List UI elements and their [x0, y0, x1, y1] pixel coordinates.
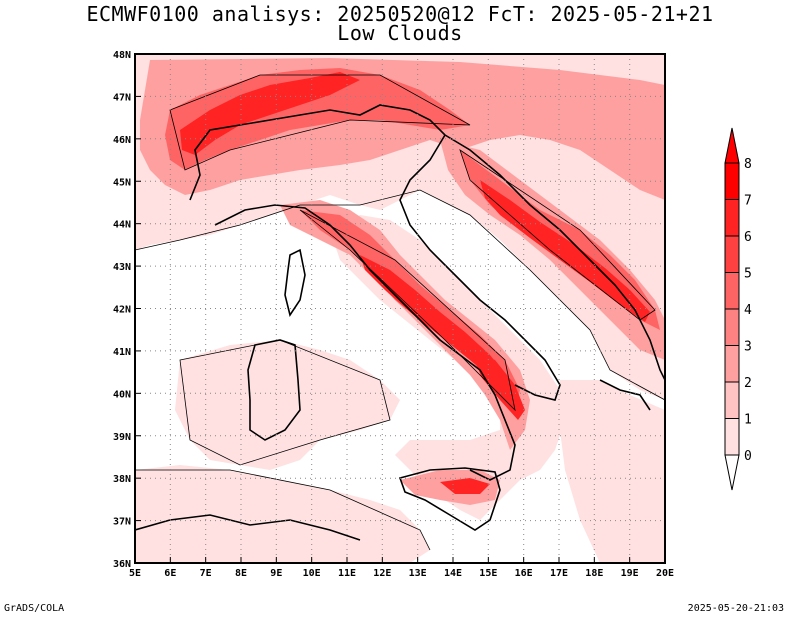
- colorbar: 0 1 2 3 4 5 6 7 8: [724, 127, 752, 491]
- latitude-axis: 36N 37N 38N 39N 40N 41N 42N 43N 44N 45N 46N 47N 48N: [113, 50, 141, 570]
- colorbar-segment: [724, 272, 740, 310]
- cloud-level-1-east: [560, 380, 665, 563]
- lon-tick-label: 19E: [621, 568, 639, 579]
- cloud-level-1-sea: [175, 340, 400, 470]
- colorbar-segment: [724, 345, 740, 383]
- colorbar-max-arrow: [724, 127, 740, 164]
- lat-tick-label: 48N: [113, 50, 131, 61]
- lon-tick-label: 14E: [444, 568, 462, 579]
- footer-timestamp: 2025-05-20-21:03: [687, 603, 784, 614]
- colorbar-segment: [724, 381, 740, 419]
- lon-tick-label: 7E: [200, 568, 212, 579]
- lon-tick-label: 10E: [303, 568, 321, 579]
- colorbar-tick-label: 4: [744, 303, 752, 318]
- contour-lines: [135, 74, 665, 551]
- lon-tick-label: 17E: [550, 568, 568, 579]
- colorbar-segment: [724, 199, 740, 237]
- colorbar-tick-label: 6: [744, 230, 752, 245]
- cloud-level-8-dinaric: [480, 180, 650, 322]
- colorbar-tick-label: 0: [744, 449, 752, 464]
- graticule: [135, 54, 665, 563]
- colorbar-segment: [724, 162, 740, 200]
- colorbar-tick-label: 1: [744, 413, 752, 428]
- lon-tick-label: 20E: [656, 568, 674, 579]
- colorbar-segment: [724, 308, 740, 346]
- coastlines: [135, 104, 665, 541]
- cloud-level-8-calabria: [470, 350, 525, 420]
- lon-tick-label: 12E: [373, 568, 391, 579]
- colorbar-min-arrow: [724, 454, 740, 491]
- lat-tick-label: 36N: [113, 559, 131, 570]
- lon-tick-label: 11E: [338, 568, 356, 579]
- colorbar-tick-label: 3: [744, 340, 752, 355]
- lat-tick-label: 40N: [113, 389, 131, 400]
- colorbar-segment: [724, 418, 740, 456]
- colorbar-tick-label: 5: [744, 267, 752, 282]
- lon-tick-label: 13E: [409, 568, 427, 579]
- lat-tick-label: 43N: [113, 262, 131, 273]
- cloud-level-2-apennines: [280, 200, 530, 450]
- lon-tick-label: 9E: [270, 568, 282, 579]
- lon-tick-label: 8E: [235, 568, 247, 579]
- colorbar-segment: [724, 235, 740, 273]
- lon-tick-label: 6E: [164, 568, 176, 579]
- lat-tick-label: 45N: [113, 177, 131, 188]
- lon-tick-label: 18E: [585, 568, 603, 579]
- lat-tick-label: 47N: [113, 92, 131, 103]
- colorbar-tick-label: 7: [744, 194, 752, 209]
- lon-tick-label: 16E: [515, 568, 533, 579]
- lon-tick-label: 5E: [129, 568, 141, 579]
- lat-tick-label: 39N: [113, 432, 131, 443]
- map-title: ECMWF0100 analisys: 20250520@12 FcT: 202…: [86, 2, 714, 26]
- lat-tick-label: 46N: [113, 135, 131, 146]
- cloud-field: [135, 54, 665, 563]
- lat-tick-label: 37N: [113, 517, 131, 528]
- lat-tick-label: 42N: [113, 305, 131, 316]
- colorbar-tick-label: 2: [744, 376, 752, 391]
- cloud-level-8-alps: [180, 72, 360, 155]
- cloud-level-8-apennines: [360, 255, 510, 392]
- lat-tick-label: 41N: [113, 347, 131, 358]
- map-subtitle: Low Clouds: [337, 21, 463, 45]
- lat-tick-label: 38N: [113, 474, 131, 485]
- lon-tick-label: 15E: [479, 568, 497, 579]
- footer-credit: GrADS/COLA: [4, 603, 65, 614]
- colorbar-tick-label: 8: [744, 157, 752, 172]
- lat-tick-label: 44N: [113, 220, 131, 231]
- longitude-axis: 5E 6E 7E 8E 9E 10E 11E 12E 13E 14E 15E 16E 17E 18E 19E…: [129, 557, 674, 579]
